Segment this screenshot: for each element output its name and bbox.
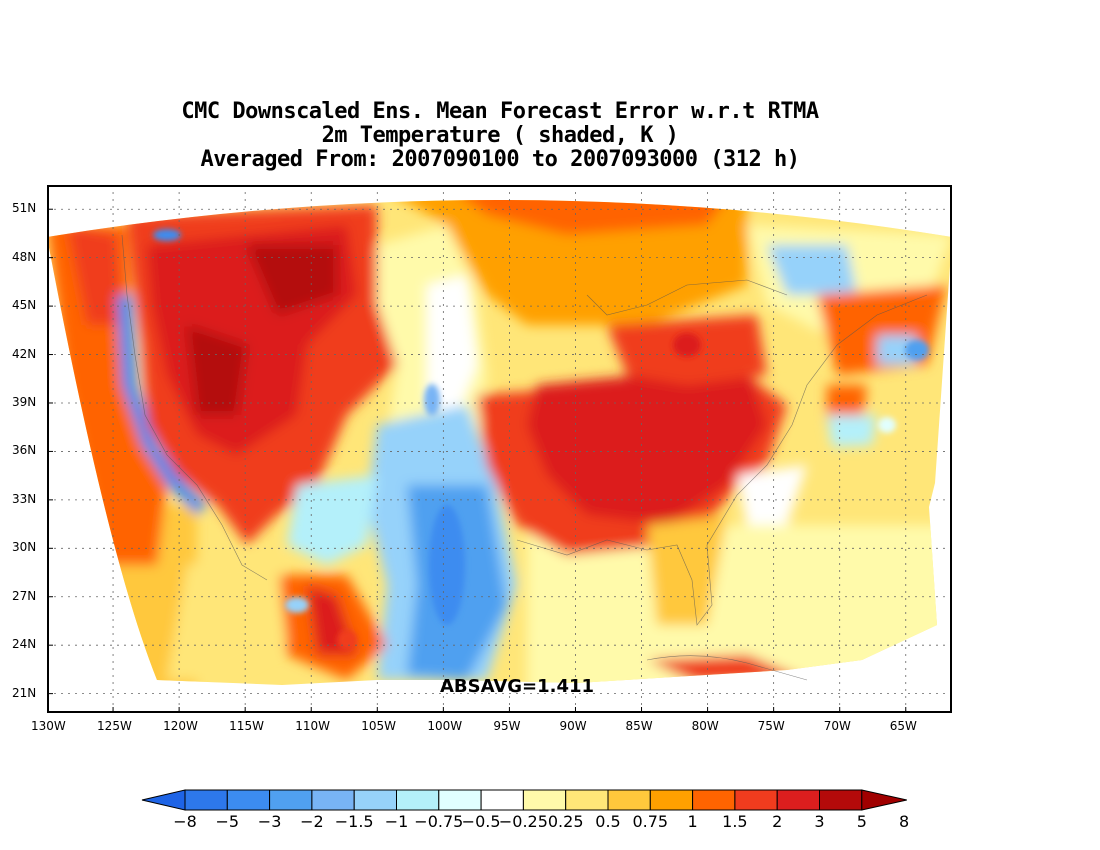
lon-tick-label: 100W	[427, 719, 463, 733]
colorbar-tick-label: 1	[687, 812, 698, 831]
colorbar-tick-label: 0.25	[547, 812, 584, 831]
lon-tick-label: 90W	[559, 719, 587, 733]
error-field	[47, 200, 952, 685]
lon-tick-label: 80W	[691, 719, 719, 733]
coastlines	[121, 234, 928, 681]
lon-tick-label: 120W	[163, 719, 198, 733]
colorbar-tick-label: 8	[899, 812, 910, 831]
colorbar-tick-label: −1.5	[334, 812, 374, 831]
lon-tick-label: 125W	[97, 719, 132, 733]
lat-tick-label: 48N	[12, 249, 37, 264]
colorbar-swatch	[353, 789, 397, 811]
lon-tick-label: 130W	[31, 719, 66, 733]
colorbar-tick-label: −8	[173, 812, 197, 831]
colorbar-swatch	[565, 789, 609, 811]
colorbar-tick-label: 2	[772, 812, 783, 831]
colorbar-tick-label: 3	[814, 812, 825, 831]
colorbar-swatch	[396, 789, 440, 811]
colorbar-tick-label: −2	[300, 812, 324, 831]
colorbar-swatch	[776, 789, 821, 811]
chart-title: CMC Downscaled Ens. Mean Forecast Error …	[0, 100, 1000, 172]
map-border	[47, 185, 952, 713]
colorbar-tick-label: 5	[856, 812, 867, 831]
colorbar-tick-label: −1	[384, 812, 409, 831]
lat-tick-label: 36N	[12, 443, 37, 458]
colorbar-tick-label: −0.5	[461, 812, 501, 831]
colorbar-swatch	[734, 789, 778, 811]
colorbar	[141, 789, 907, 811]
colorbar-swatch	[480, 789, 524, 811]
colorbar-tick-label: 0.75	[632, 812, 669, 831]
colorbar-swatch	[649, 789, 694, 811]
lon-tick-label: 110W	[295, 719, 330, 733]
lat-tick-label: 21N	[12, 685, 37, 700]
lat-tick-label: 27N	[12, 588, 37, 603]
title-line-2: 2m Temperature ( shaded, K )	[321, 123, 679, 148]
lon-tick-label: 95W	[493, 719, 521, 733]
title-line-3: Averaged From: 2007090100 to 2007093000 …	[200, 147, 800, 172]
colorbar-tick-label: −0.75	[414, 812, 464, 831]
title-line-1: CMC Downscaled Ens. Mean Forecast Error …	[181, 99, 819, 124]
lon-tick-label: 65W	[889, 719, 917, 733]
colorbar-swatch	[269, 789, 313, 811]
colorbar-tick-label: 0.5	[595, 812, 621, 831]
map-panel	[47, 185, 952, 713]
lat-tick-label: 45N	[12, 298, 37, 313]
lat-tick-label: 30N	[12, 540, 37, 555]
colorbar-tick-label: −0.25	[498, 812, 548, 831]
lon-tick-label: 105W	[361, 719, 397, 733]
colorbar-tick-label: 1.5	[722, 812, 748, 831]
lon-tick-label: 85W	[625, 719, 653, 733]
colorbar-tick-label: −5	[215, 812, 240, 831]
lon-tick-label: 70W	[823, 719, 851, 733]
lon-tick-label: 115W	[229, 719, 264, 733]
colorbar-swatch	[184, 789, 228, 811]
lat-tick-label: 24N	[12, 637, 37, 652]
lat-tick-label: 42N	[12, 346, 37, 361]
map-canvas	[47, 185, 952, 713]
colorbar-swatch	[819, 789, 863, 811]
colorbar-high-arrow	[861, 789, 907, 811]
colorbar-swatch	[226, 789, 271, 811]
colorbar-swatch	[522, 789, 567, 811]
colorbar-tick-label: −3	[257, 812, 282, 831]
absavg-annotation: ABSAVG=1.411	[440, 676, 595, 697]
lon-tick-label: 75W	[757, 719, 785, 733]
colorbar-swatch	[607, 789, 651, 811]
lat-tick-label: 51N	[12, 201, 37, 216]
lat-tick-label: 39N	[12, 394, 37, 409]
colorbar-swatch	[311, 789, 355, 811]
colorbar-swatch	[438, 789, 482, 811]
lat-tick-label: 33N	[12, 491, 37, 506]
colorbar-low-arrow	[141, 789, 186, 811]
colorbar-swatch	[692, 789, 736, 811]
